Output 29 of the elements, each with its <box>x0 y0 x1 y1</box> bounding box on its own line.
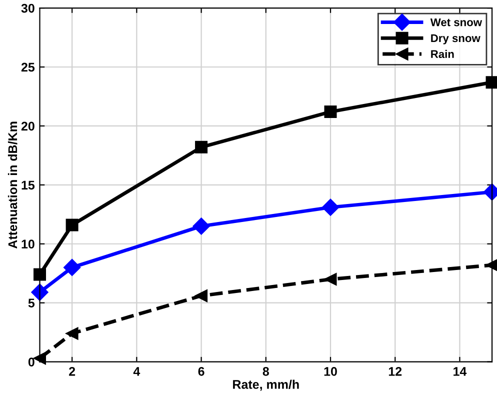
x-tick-label: 4 <box>133 367 140 376</box>
point <box>66 218 78 232</box>
point <box>324 106 337 118</box>
y-axis-title: Attenuation in dB/Km <box>8 122 18 248</box>
point <box>64 258 81 276</box>
x-tick-label: 12 <box>388 366 402 376</box>
y-tick-label: 30 <box>21 4 34 13</box>
legend-label: Dry snow <box>431 34 480 44</box>
point <box>195 290 208 302</box>
y-tick-label: 15 <box>22 180 35 190</box>
x-tick-label: 6 <box>198 366 204 376</box>
point <box>324 273 337 286</box>
legend-label: Rain <box>431 50 454 58</box>
point <box>322 198 340 216</box>
y-tick-label: 5 <box>28 298 35 308</box>
x-tick-label: 10 <box>324 366 337 376</box>
x-tick-label: 14 <box>454 367 467 376</box>
point <box>195 140 208 154</box>
y-tick-label: 0 <box>28 358 34 366</box>
x-tick-label: 8 <box>262 366 269 376</box>
point <box>66 327 78 340</box>
y-tick-label: 25 <box>21 62 35 72</box>
x-axis-title: Rate, mm/h <box>233 380 299 391</box>
point <box>192 218 210 235</box>
x-tick-label: 2 <box>69 366 76 376</box>
y-tick-label: 10 <box>22 240 34 249</box>
y-tick-label: 20 <box>21 122 34 131</box>
point <box>486 76 497 89</box>
legend-label: Wet snow <box>430 18 482 26</box>
